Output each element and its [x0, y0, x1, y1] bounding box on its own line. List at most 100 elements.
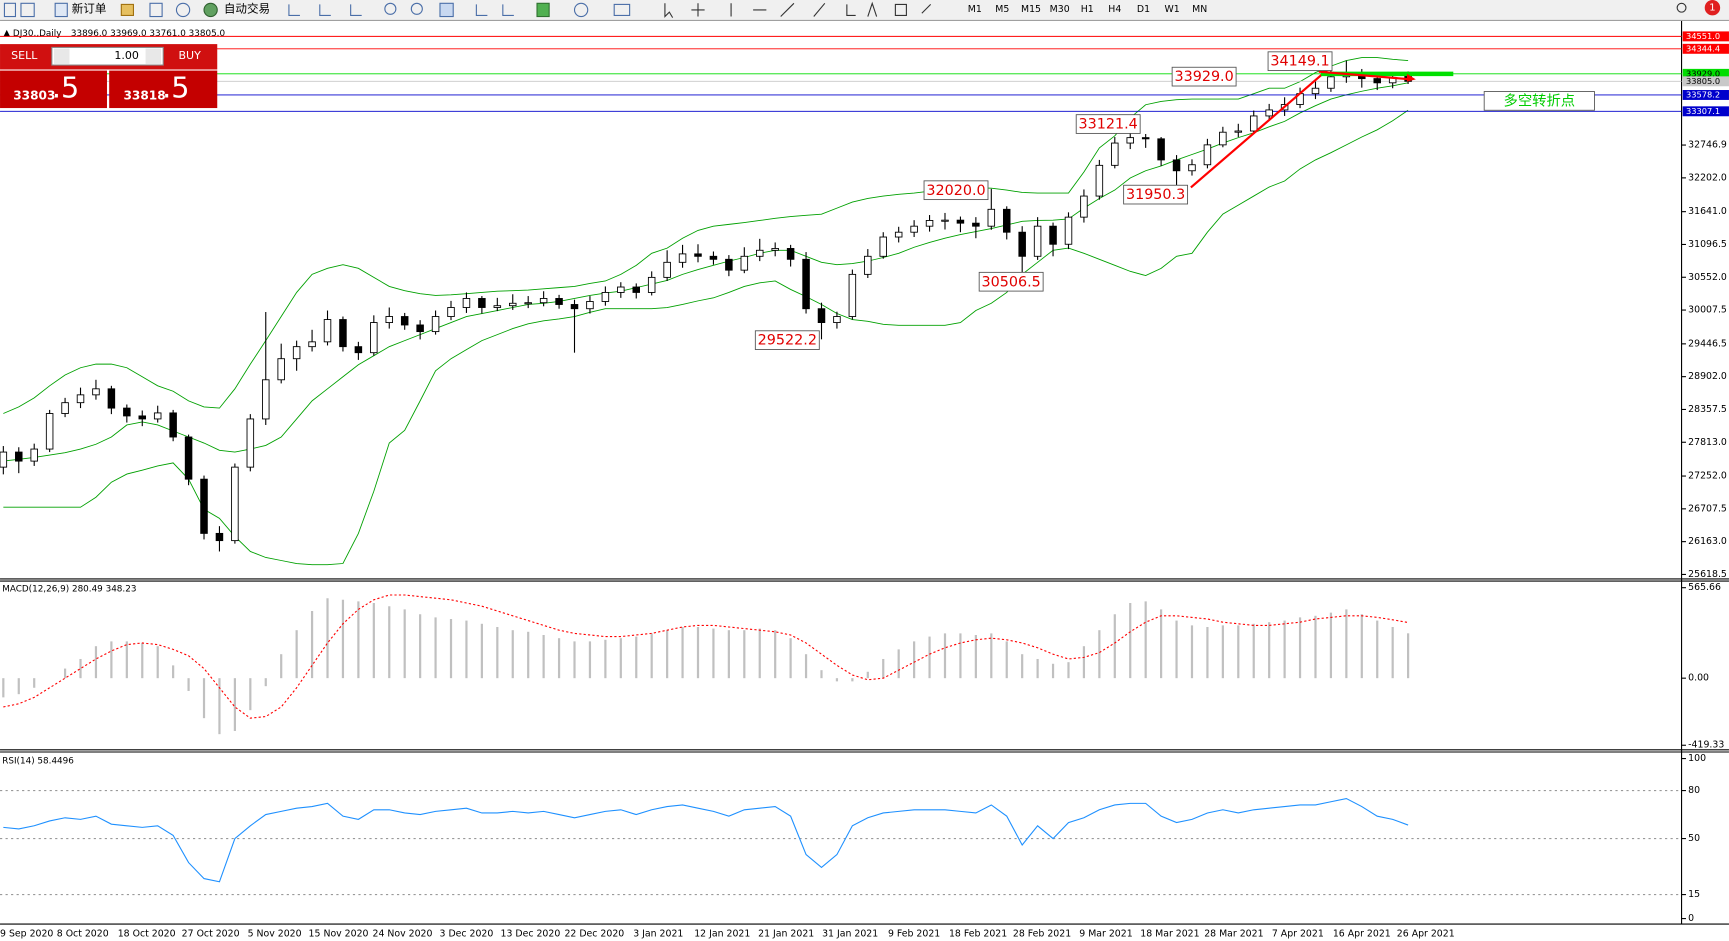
x-tick-label: 27 Oct 2020: [182, 928, 240, 939]
candle-body: [493, 305, 502, 308]
rsi-title: RSI(14) 58.4496: [2, 756, 74, 766]
x-tick-label: 9 Sep 2020: [0, 928, 53, 939]
candle-body: [894, 231, 903, 238]
annotation: 33929.0: [1174, 69, 1233, 85]
x-tick-label: 28 Feb 2021: [1013, 928, 1071, 939]
icon[interactable]: [203, 2, 218, 18]
toolbar: [0, 0, 1729, 21]
timeframe-bar: M1 M5 M15 M30 H1 H4 D1 W1 MN: [968, 4, 1207, 15]
x-tick-label: 26 Apr 2021: [1397, 928, 1455, 939]
sell-price-box[interactable]: [0, 70, 107, 109]
timeframe-button[interactable]: M30: [1050, 4, 1070, 15]
trade-panel: SELL 1.00 BUY 33803 .5 33818 .5: [0, 44, 218, 109]
icon[interactable]: [120, 3, 134, 16]
price-level-tag: [1682, 43, 1729, 54]
icon[interactable]: [175, 2, 191, 18]
candle-body: [740, 255, 749, 271]
lot-value[interactable]: 1.00: [114, 49, 139, 62]
arrow-head: [1407, 73, 1416, 82]
timeframe-button[interactable]: MN: [1192, 4, 1207, 15]
icon[interactable]: [149, 2, 163, 18]
lot-field[interactable]: [51, 46, 164, 66]
candle-body: [1095, 164, 1104, 197]
y-tick-label: 15: [1688, 889, 1700, 900]
rsi-line: [3, 797, 1409, 883]
y-tick-label: 32202.0: [1688, 172, 1727, 183]
buy-price-box[interactable]: [109, 70, 218, 109]
trend-arrow: [1318, 70, 1412, 81]
price-level-label: 33307.1: [1686, 106, 1720, 116]
candle-body: [231, 466, 239, 542]
chart-header: ▲ DJ30.,Daily 33896.0 33969.0 33761.0 33…: [3, 29, 225, 39]
annotation: 32020.0: [926, 183, 985, 199]
trend-arrow: [1190, 69, 1328, 189]
timeframe-button[interactable]: M15: [1021, 4, 1041, 15]
icon[interactable]: [3, 2, 17, 18]
annotation-box: [1123, 184, 1189, 205]
candle-body: [1311, 87, 1320, 95]
candle-body: [755, 249, 764, 257]
timeframe-button[interactable]: M1: [968, 4, 982, 15]
notification-badge[interactable]: [1704, 0, 1721, 16]
icon[interactable]: [288, 4, 362, 16]
candle-body: [1018, 231, 1026, 257]
icon[interactable]: [613, 3, 631, 16]
annotation: 多空转折点: [1503, 92, 1575, 109]
icon[interactable]: [536, 2, 550, 18]
x-tick-label: 15 Nov 2020: [309, 928, 369, 939]
candle-body: [1172, 159, 1181, 172]
bollinger-upper: [3, 57, 1409, 414]
ohlc-high: 33969.0: [110, 29, 147, 39]
auto-trading-button[interactable]: 自动交易: [224, 1, 270, 15]
timeframe-button[interactable]: M5: [995, 4, 1009, 15]
candle-body: [1157, 138, 1165, 161]
candle-body: [956, 219, 965, 224]
sell-button[interactable]: SELL: [11, 49, 38, 62]
x-tick-label: 7 Apr 2021: [1272, 928, 1324, 939]
candle-body: [246, 418, 255, 468]
timeframe-button[interactable]: H4: [1108, 4, 1121, 15]
icon[interactable]: [410, 2, 423, 15]
new-order-button[interactable]: 新订单: [72, 1, 107, 15]
candle-body: [833, 316, 841, 324]
y-tick-label: 32746.9: [1688, 140, 1727, 151]
icon[interactable]: [20, 2, 35, 18]
macd-title: MACD(12,26,9) 280.49 348.23: [2, 584, 136, 594]
candle-body: [370, 322, 378, 354]
candle-body: [925, 220, 934, 227]
y-tick-label: 0.00: [1688, 673, 1709, 684]
y-tick-label: 27252.0: [1688, 471, 1727, 482]
price-level-tag: [1682, 90, 1729, 100]
candle-body: [447, 307, 455, 317]
x-tick-label: 24 Nov 2020: [373, 928, 433, 939]
candle-body: [138, 415, 147, 420]
icon[interactable]: [664, 1, 932, 18]
timeframe-button[interactable]: W1: [1165, 4, 1180, 15]
candle-body: [478, 298, 486, 308]
icon[interactable]: [439, 2, 454, 18]
candle-body: [200, 478, 208, 534]
buy-button[interactable]: BUY: [178, 49, 201, 62]
timeframe-button[interactable]: H1: [1081, 4, 1094, 15]
candle-body: [1033, 225, 1042, 257]
icon[interactable]: [384, 2, 397, 15]
candle-body: [0, 451, 8, 468]
candle-body: [941, 219, 949, 222]
search-icon[interactable]: [1676, 2, 1687, 13]
bollinger-middle: [3, 82, 1409, 462]
x-tick-label: 3 Dec 2020: [440, 928, 494, 939]
candle-body: [524, 302, 532, 305]
annotation-box: [1267, 51, 1333, 72]
candle-body: [647, 276, 656, 293]
lot-down[interactable]: [54, 48, 70, 64]
candle-body: [45, 413, 54, 450]
lot-up[interactable]: [145, 48, 162, 64]
candle-body: [1080, 195, 1088, 218]
candle-body: [277, 358, 285, 381]
icon[interactable]: [573, 2, 589, 18]
timeframe-button[interactable]: D1: [1137, 4, 1150, 15]
icon[interactable]: [54, 2, 68, 18]
icon[interactable]: [475, 4, 514, 16]
candle-body: [555, 298, 563, 305]
